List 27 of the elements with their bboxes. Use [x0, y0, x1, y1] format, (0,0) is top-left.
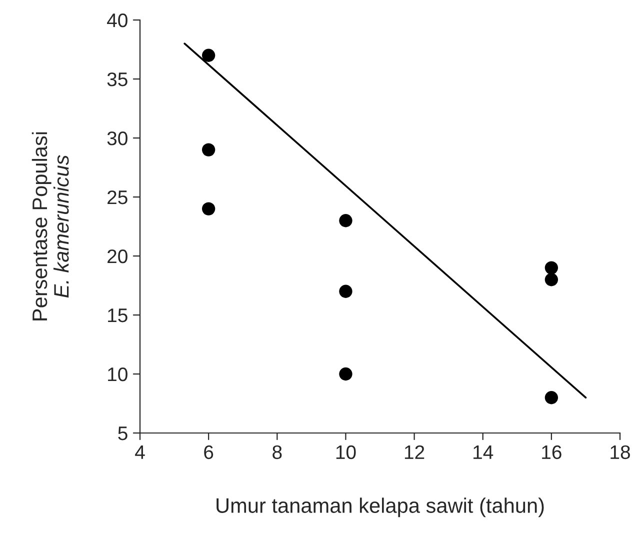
- point: [202, 202, 216, 216]
- x-tick-label: 4: [135, 446, 145, 459]
- y-tick-label: 40: [107, 13, 128, 28]
- y-tick-label: 10: [108, 367, 128, 382]
- x-tick-label: 6: [204, 445, 214, 460]
- point: [339, 367, 352, 381]
- x-tick-label: 14: [474, 446, 494, 459]
- x-tick-label: 8: [272, 445, 282, 460]
- point: [202, 143, 216, 156]
- point: [339, 214, 352, 228]
- point: [544, 391, 558, 404]
- y-tick-label: 30: [107, 131, 128, 146]
- x-tick-label: 10: [336, 445, 356, 460]
- point: [339, 284, 352, 298]
- point: [544, 273, 558, 286]
- y-tick-label: 35: [107, 72, 128, 86]
- y-tick-label: 5: [118, 426, 128, 440]
- y-tick-label: 20: [108, 249, 128, 264]
- point: [544, 261, 558, 274]
- y-tick-label: 15: [108, 308, 128, 322]
- x-tick-label: 16: [542, 445, 562, 460]
- x-tick-label: 18: [610, 445, 630, 460]
- x-tick-label: 12: [404, 445, 424, 459]
- x-axis-title: Umur tanaman kelapa sawit (tahun): [216, 498, 544, 518]
- point: [202, 48, 216, 62]
- y-axis-title: Persentase Populasi E. kamerunicus: [32, 132, 69, 320]
- y-tick-label: 25: [108, 190, 128, 204]
